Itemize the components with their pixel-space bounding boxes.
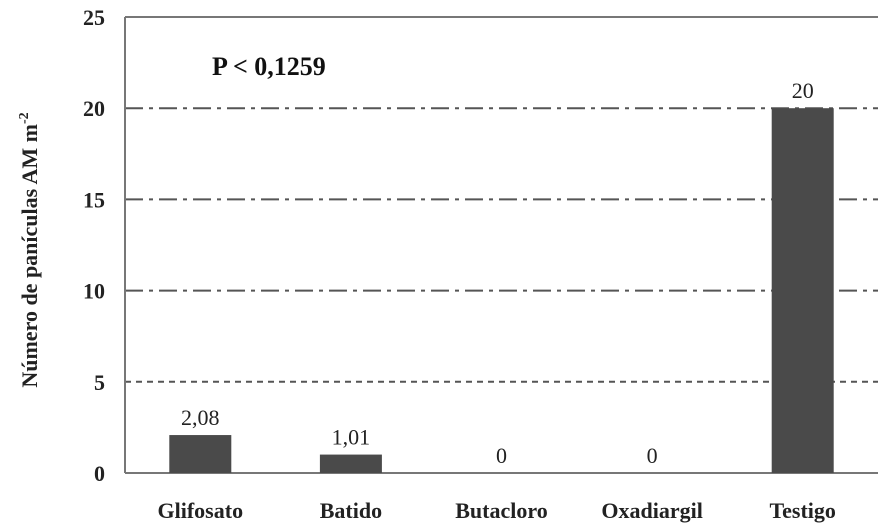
y-tick-label: 0	[94, 461, 105, 486]
category-label-testigo: Testigo	[769, 498, 835, 523]
y-axis-title-superscript: -2	[17, 112, 32, 124]
data-label-butacloro: 0	[496, 443, 507, 468]
category-label-batido: Batido	[320, 498, 382, 523]
data-label-glifosato: 2,08	[181, 405, 220, 430]
y-axis-title: Número de panículas AM m-2	[17, 112, 42, 387]
category-label-oxadiargil: Oxadiargil	[601, 498, 702, 523]
y-tick-label: 5	[94, 370, 105, 395]
gridlines	[125, 107, 878, 383]
bar-testigo	[771, 108, 834, 473]
category-label-butacloro: Butacloro	[455, 498, 547, 523]
y-tick-label: 25	[83, 5, 105, 30]
bars	[169, 108, 834, 473]
data-label-batido: 1,01	[332, 425, 371, 450]
category-label-glifosato: Glifosato	[158, 498, 244, 523]
bar-glifosato	[169, 435, 232, 473]
y-tick-label: 10	[83, 279, 105, 304]
y-tick-label: 15	[83, 187, 105, 212]
category-labels: Glifosato Batido Butacloro Oxadiargil Testig…	[158, 498, 836, 523]
y-tick-labels: 0 5 10 15 20 25	[83, 5, 105, 486]
p-value-annotation: P < 0,1259	[212, 52, 326, 81]
bar-batido	[319, 454, 382, 473]
y-tick-label: 20	[83, 96, 105, 121]
data-labels: 2,08 1,01 0 0 20	[181, 78, 814, 468]
data-label-testigo: 20	[792, 78, 814, 103]
y-axis-title-text: Número de panículas AM m	[17, 124, 42, 388]
data-label-oxadiargil: 0	[647, 443, 658, 468]
axes	[124, 16, 878, 474]
